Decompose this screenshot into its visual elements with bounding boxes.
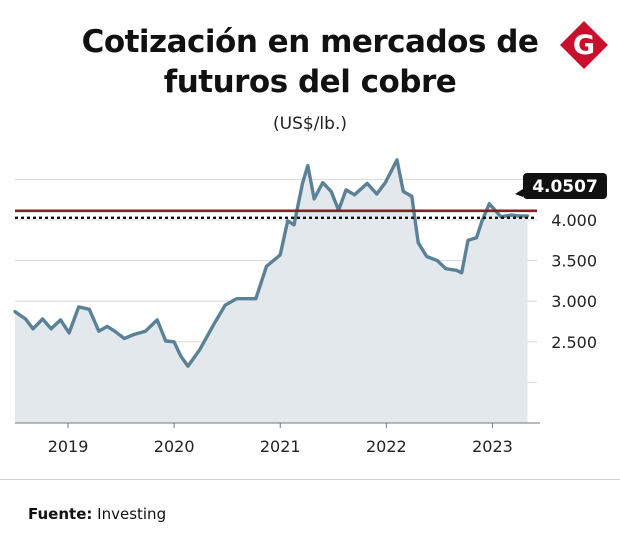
chart-title: Cotización en mercados de futuros del co… — [60, 22, 560, 102]
copper-futures-chart: 2019 2020 2021 2022 2023 2.500 3.000 3.500 4.000… — [13, 158, 607, 456]
x-tick-label-2021: 2021 — [260, 437, 301, 456]
logo-letter: G — [573, 30, 595, 61]
x-tick-label-2023: 2023 — [472, 437, 513, 456]
current-value-badge — [523, 173, 607, 199]
x-tick-label-2020: 2020 — [154, 437, 195, 456]
chart-title-line-2: futuros del cobre — [163, 64, 457, 100]
x-tick-label-2022: 2022 — [366, 437, 407, 456]
y-tick-label-2: 3.500 — [551, 252, 597, 271]
y-tick-label-3: 4.000 — [551, 211, 597, 230]
chart-title-line-1: Cotización en mercados de — [81, 24, 539, 60]
y-tick-label-1: 3.000 — [551, 292, 597, 311]
x-tick-label-2019: 2019 — [48, 437, 89, 456]
area-fill — [15, 159, 528, 423]
price-line — [13, 158, 530, 368]
current-value-badge-pointer — [515, 189, 523, 197]
divider — [0, 479, 620, 480]
y-tick-label-0: 2.500 — [551, 333, 597, 352]
source-label: Fuente: — [28, 505, 93, 523]
source-value: Investing — [97, 505, 167, 523]
chart-subtitle: (US$/lb.) — [273, 114, 347, 134]
gestion-logo-icon: G — [560, 21, 608, 69]
source-note: Fuente: Investing — [28, 505, 166, 523]
current-value-label: 4.0507 — [532, 177, 598, 197]
